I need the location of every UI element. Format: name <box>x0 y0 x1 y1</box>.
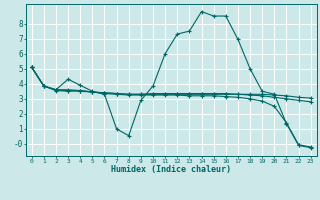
X-axis label: Humidex (Indice chaleur): Humidex (Indice chaleur) <box>111 165 231 174</box>
